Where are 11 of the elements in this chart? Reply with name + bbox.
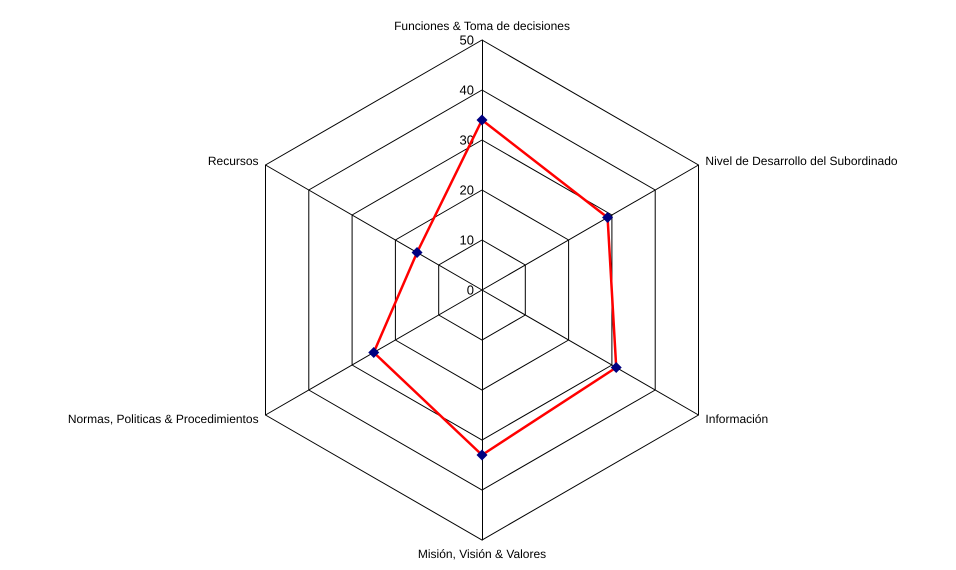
spoke-label: Funciones & Toma de decisiones: [394, 19, 570, 33]
spoke-label: Nivel de Desarrollo del Subordinado: [705, 154, 898, 168]
y-tick-label: 50: [460, 32, 474, 48]
spoke-label: Normas, Politicas & Procedimientos: [68, 412, 259, 426]
y-tick-label: 40: [460, 82, 474, 98]
spoke-label: Misión, Visión & Valores: [418, 547, 546, 561]
spoke-label: Recursos: [208, 154, 259, 168]
y-tick-label: 0: [466, 282, 474, 298]
y-tick-label: 20: [460, 182, 474, 198]
spoke-label: Información: [705, 412, 768, 426]
y-tick-label: 10: [460, 232, 474, 248]
